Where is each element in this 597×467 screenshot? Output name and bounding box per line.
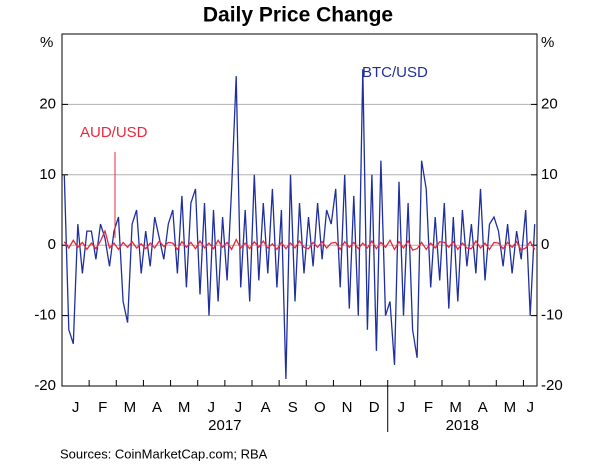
x-tick-label: M (178, 399, 191, 416)
year-label: 2017 (208, 417, 241, 434)
y-unit-right: % (541, 34, 554, 51)
series-line (63, 69, 536, 380)
plot-frame (61, 33, 538, 387)
y-tick-label: -10 (541, 307, 563, 324)
y-tick-label: -10 (34, 307, 56, 324)
x-tick-label: J (526, 399, 534, 416)
x-tick-label: M (504, 399, 517, 416)
x-tick-label: S (288, 399, 298, 416)
chart-title: Daily Price Change (203, 4, 393, 27)
y-unit-left: % (40, 34, 53, 51)
y-tick-label: 20 (39, 95, 56, 112)
x-tick-label: J (235, 399, 243, 416)
x-tick-label: D (369, 399, 380, 416)
y-tick-label: -20 (34, 377, 56, 394)
x-tick-label: F (424, 399, 433, 416)
x-tick-label: N (342, 399, 353, 416)
x-tick-label: J (72, 399, 80, 416)
x-tick-label: F (98, 399, 107, 416)
series-label: AUD/USD (80, 124, 148, 141)
source: Sources: CoinMarketCap.com; RBA (60, 446, 268, 461)
year-label: 2018 (446, 417, 479, 434)
x-tick-label: M (124, 399, 137, 416)
x-tick-label: A (152, 399, 162, 416)
y-tick-label: 10 (39, 166, 56, 183)
series-label: BTC/USD (362, 64, 428, 81)
y-tick-label: 0 (48, 236, 56, 253)
y-tick-label: 0 (541, 236, 549, 253)
x-tick-label: A (478, 399, 488, 416)
x-tick-label: M (449, 399, 462, 416)
x-tick-label: J (208, 399, 216, 416)
y-tick-label: 20 (541, 95, 558, 112)
x-tick-label: A (261, 399, 271, 416)
x-tick-label: J (398, 399, 406, 416)
x-tick-label: O (314, 399, 326, 416)
series-line (63, 229, 536, 251)
y-tick-label: 10 (541, 166, 558, 183)
y-tick-label: -20 (541, 377, 563, 394)
